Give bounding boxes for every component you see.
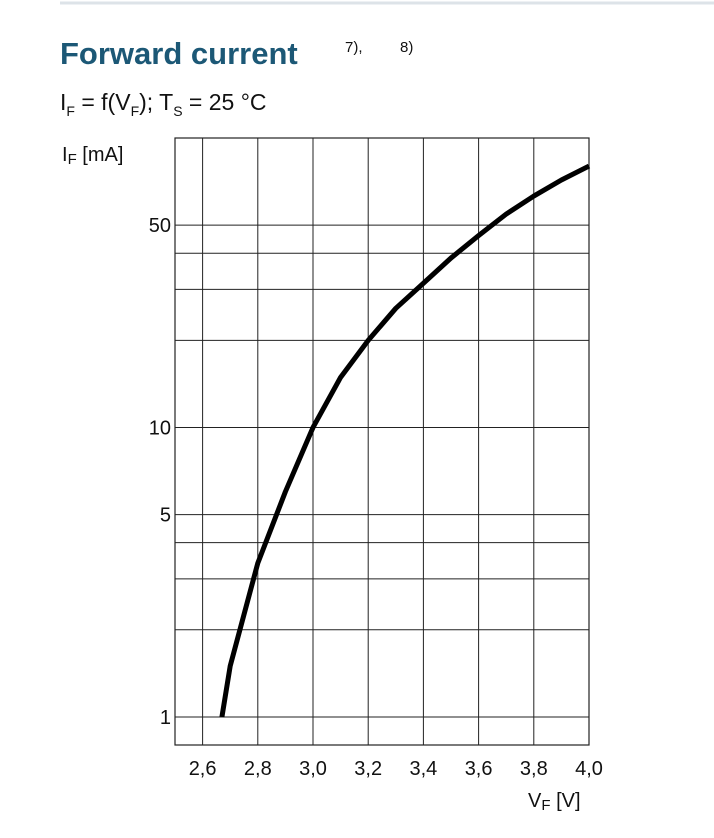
subtitle-part: ); T: [139, 89, 173, 115]
label-part: [V]: [551, 790, 581, 812]
data-line: [219, 163, 591, 718]
y-tick-label: 1: [160, 707, 171, 729]
subtitle-part: = 25 °C: [183, 89, 267, 115]
x-tick-label: 3,6: [465, 758, 493, 780]
y-axis-label: IF [mA]: [62, 144, 123, 168]
chart-title: Forward current: [60, 36, 298, 71]
x-tick-label: 3,2: [354, 758, 382, 780]
subtitle-part: = f(V: [75, 89, 131, 115]
label-part: [mA]: [77, 144, 124, 166]
subtitle-part: S: [173, 103, 182, 119]
x-axis-label: VF [V]: [528, 790, 581, 814]
y-tick-label: 10: [149, 417, 171, 439]
x-tick-label: 3,0: [299, 758, 327, 780]
x-tick-label: 3,8: [520, 758, 548, 780]
plot-frame: [174, 137, 590, 746]
x-tick-label: 4,0: [575, 758, 603, 780]
label-part: F: [68, 151, 77, 168]
x-tick-label: 2,6: [189, 758, 217, 780]
subtitle-part: F: [66, 103, 75, 119]
chart-subtitle: IF = f(VF); TS = 25 °C: [60, 89, 267, 119]
label-part: F: [541, 797, 550, 814]
y-tick-label: 50: [149, 215, 171, 237]
x-tick-label: 2,8: [244, 758, 272, 780]
subtitle-part: F: [131, 103, 140, 119]
label-part: I: [62, 144, 68, 166]
y-tick-label: 5: [160, 505, 171, 527]
subtitle-part: I: [60, 89, 66, 115]
title-note: 8): [400, 39, 413, 56]
title-note: 7),: [345, 39, 363, 56]
label-part: V: [528, 790, 542, 812]
x-tick-label: 3,4: [409, 758, 437, 780]
